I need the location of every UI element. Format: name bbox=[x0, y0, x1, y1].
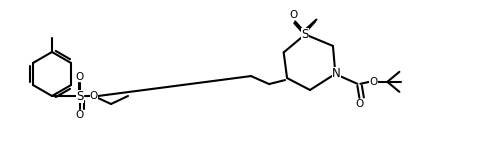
Text: O: O bbox=[76, 110, 84, 120]
Text: O: O bbox=[289, 10, 297, 20]
Text: N: N bbox=[332, 67, 341, 80]
Text: O: O bbox=[355, 99, 364, 109]
Text: O: O bbox=[76, 72, 84, 82]
Text: S: S bbox=[302, 28, 309, 41]
Text: S: S bbox=[76, 90, 84, 102]
Text: O: O bbox=[90, 91, 98, 101]
Text: O: O bbox=[369, 77, 377, 87]
